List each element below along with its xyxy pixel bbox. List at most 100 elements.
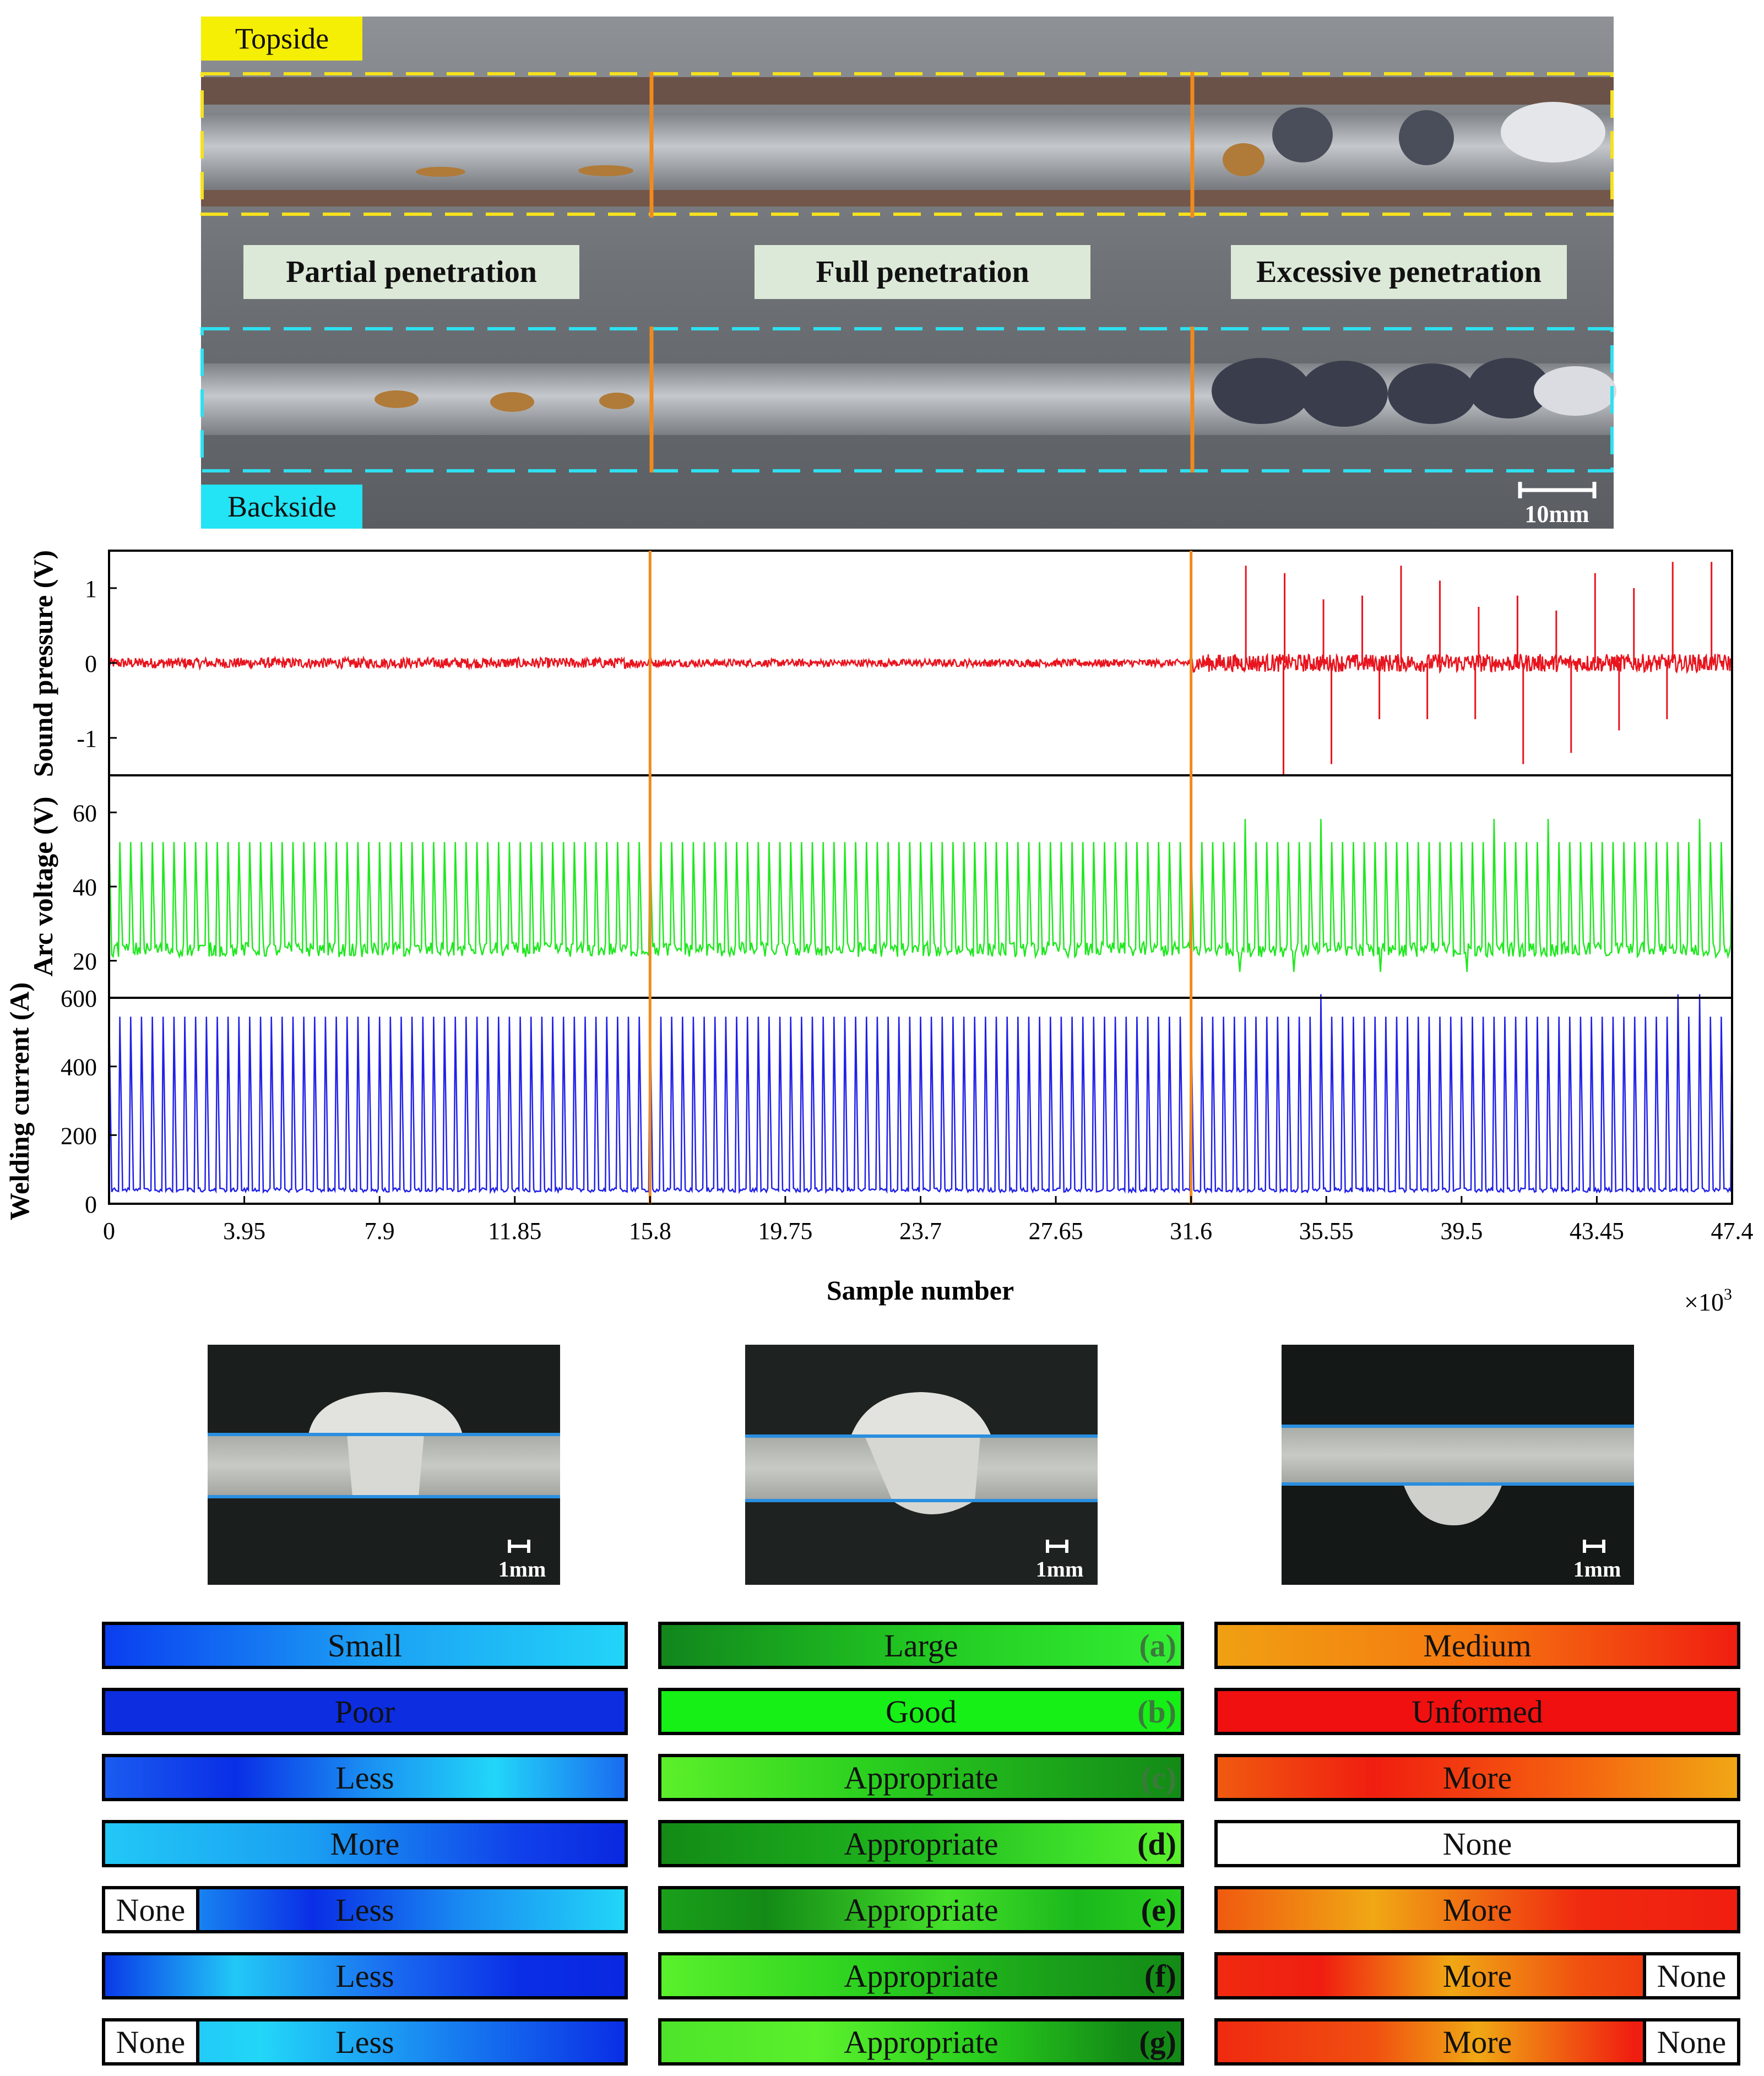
x-tick-label-0: 0 — [103, 1218, 115, 1244]
topside-label: Topside — [235, 22, 329, 55]
legend-d-partial-text: More — [330, 1825, 400, 1862]
legend-f-full: Appropriate (f) — [658, 1952, 1184, 1999]
y-tick-label-1-0: 60 — [73, 800, 97, 827]
legend-b-full-text: Good — [886, 1693, 957, 1730]
excess-bright-back — [1534, 366, 1616, 416]
legend-g-tag: (g) — [1139, 2024, 1176, 2060]
legend-g-excess-text: More — [1442, 2024, 1512, 2060]
legend-f-excess: More None — [1214, 1952, 1740, 1999]
legend-e-excess-text: More — [1442, 1892, 1512, 1928]
cross-section-full: 1mm — [745, 1345, 1098, 1585]
legend-g-partial-none: None — [105, 2021, 199, 2062]
legend-a-partial-text: Small — [327, 1627, 403, 1664]
y-tick-label-0-2: -1 — [77, 725, 97, 752]
legend-c-excess-text: More — [1442, 1759, 1512, 1796]
legend-c-tag: (c) — [1141, 1759, 1176, 1796]
topside-label-box — [201, 17, 362, 61]
legend-d-excess-text: None — [1442, 1825, 1512, 1862]
legend-d-full-text: Appropriate — [844, 1825, 998, 1862]
legend-b-partial-text: Poor — [334, 1693, 395, 1730]
legend-g-full-text: Appropriate — [844, 2024, 998, 2060]
scale-icon-3 — [1583, 1540, 1605, 1553]
signal-chart: 1 0 -1 60 40 20 600 400 200 0 0 3.95 7.9 11.85 15.8 19… — [4, 550, 1754, 1316]
legend-g-full: Appropriate (g) — [658, 2018, 1184, 2066]
x-tick-label-9: 35.55 — [1299, 1218, 1354, 1244]
legend-a-full-text: Large — [884, 1627, 958, 1664]
legend-b-full: Good (b) — [658, 1688, 1184, 1735]
trace-sound — [108, 653, 1733, 675]
x-axis-label: Sample number — [827, 1275, 1014, 1306]
legend-e-partial: None Less — [102, 1886, 628, 1933]
x-tick-label-4: 15.8 — [629, 1218, 671, 1244]
zone-label-partial: Partial penetration — [286, 255, 537, 289]
x-multiplier: ×103 — [1684, 1285, 1732, 1316]
legend-d-full: Appropriate (d) — [658, 1820, 1184, 1867]
legend-c-partial-text: Less — [335, 1759, 394, 1796]
y-tick-label-2-3: 0 — [85, 1191, 97, 1218]
x-tick-label-8: 31.6 — [1170, 1218, 1212, 1244]
x-tick-label-11: 43.45 — [1570, 1218, 1624, 1244]
backside-label-box — [201, 485, 362, 529]
ylabel-sound: Sound pressure (V) — [28, 550, 58, 777]
weld-photo: Topside Backside Partial penetration Ful… — [200, 17, 1616, 529]
rust-spots — [374, 143, 1264, 412]
cross-section-partial: 1mm — [208, 1345, 560, 1585]
legend-d-tag: (d) — [1137, 1825, 1176, 1862]
legend-f-excess-text: More — [1442, 1958, 1512, 1994]
legend-g-partial-text: Less — [335, 2024, 394, 2060]
scale-label-2: 1mm — [1036, 1557, 1084, 1582]
zone-label-box-2 — [755, 245, 1090, 299]
legend-e-partial-text: Less — [335, 1892, 394, 1928]
scale-icon-1 — [508, 1540, 530, 1553]
rust-mid-strip — [201, 190, 1614, 206]
zone-label-excessive: Excessive penetration — [1256, 255, 1542, 289]
excess-blobs-back — [1212, 358, 1550, 427]
legend-e-excess: More — [1214, 1886, 1740, 1933]
legend-a-excess: Medium — [1214, 1622, 1740, 1669]
cross-section-excessive: 1mm — [1282, 1345, 1634, 1585]
y-tick-label-0-1: 0 — [85, 650, 97, 677]
legend-e-tag: (e) — [1141, 1892, 1176, 1928]
backside-label: Backside — [227, 490, 336, 523]
legend-a-full: Large (a) — [658, 1622, 1184, 1669]
legend-b-tag: (b) — [1137, 1693, 1176, 1730]
legend-g-partial: None Less — [102, 2018, 628, 2066]
backside-box — [200, 327, 1614, 472]
excess-bright-top — [1501, 102, 1605, 162]
ylabel-voltage: Arc voltage (V) — [28, 797, 58, 977]
rust-top-strip — [201, 77, 1614, 105]
trace-current — [108, 994, 1733, 1194]
legend-b-partial: Poor — [102, 1688, 628, 1735]
legend-e-partial-none: None — [105, 1889, 199, 1930]
legend-d-partial: More — [102, 1820, 628, 1867]
x-tick-label-1: 3.95 — [223, 1218, 265, 1244]
top-weld-bead — [201, 113, 1614, 187]
legend-b-excess: Unformed — [1214, 1688, 1740, 1735]
legend-b-excess-text: Unformed — [1412, 1693, 1543, 1730]
y-tick-label-1-2: 20 — [73, 948, 97, 975]
legend-e-full: Appropriate (e) — [658, 1886, 1184, 1933]
legend-d-excess: None — [1214, 1820, 1740, 1867]
legend-f-tag: (f) — [1144, 1958, 1176, 1994]
y-tick-label-2-2: 200 — [61, 1122, 97, 1149]
y-tick-label-0-0: 1 — [85, 575, 97, 602]
y-tick-label-2-1: 400 — [61, 1054, 97, 1081]
scale-label-3: 1mm — [1573, 1557, 1621, 1582]
legend-c-full: Appropriate (c) — [658, 1754, 1184, 1801]
legend-f-partial-text: Less — [335, 1958, 394, 1994]
x-tick-label-2: 7.9 — [365, 1218, 395, 1244]
scale-icon-2 — [1046, 1540, 1068, 1553]
y-tick-label-1-1: 40 — [73, 874, 97, 901]
cross-sections: 1mm 1mm 1mm — [208, 1345, 1634, 1585]
legend-g-excess-none: None — [1643, 2021, 1737, 2062]
x-tick-label-5: 19.75 — [758, 1218, 812, 1244]
ylabel-current: Welding current (A) — [4, 982, 35, 1220]
zone-label-box-3 — [1231, 245, 1567, 299]
legend-e-full-text: Appropriate — [844, 1892, 998, 1928]
legend-c-partial: Less — [102, 1754, 628, 1801]
legend-f-full-text: Appropriate — [844, 1958, 998, 1994]
legend-g-excess: More None — [1214, 2018, 1740, 2066]
zone-label-full: Full penetration — [816, 255, 1029, 289]
topside-box — [200, 72, 1614, 216]
legend-a-partial: Small — [102, 1622, 628, 1669]
